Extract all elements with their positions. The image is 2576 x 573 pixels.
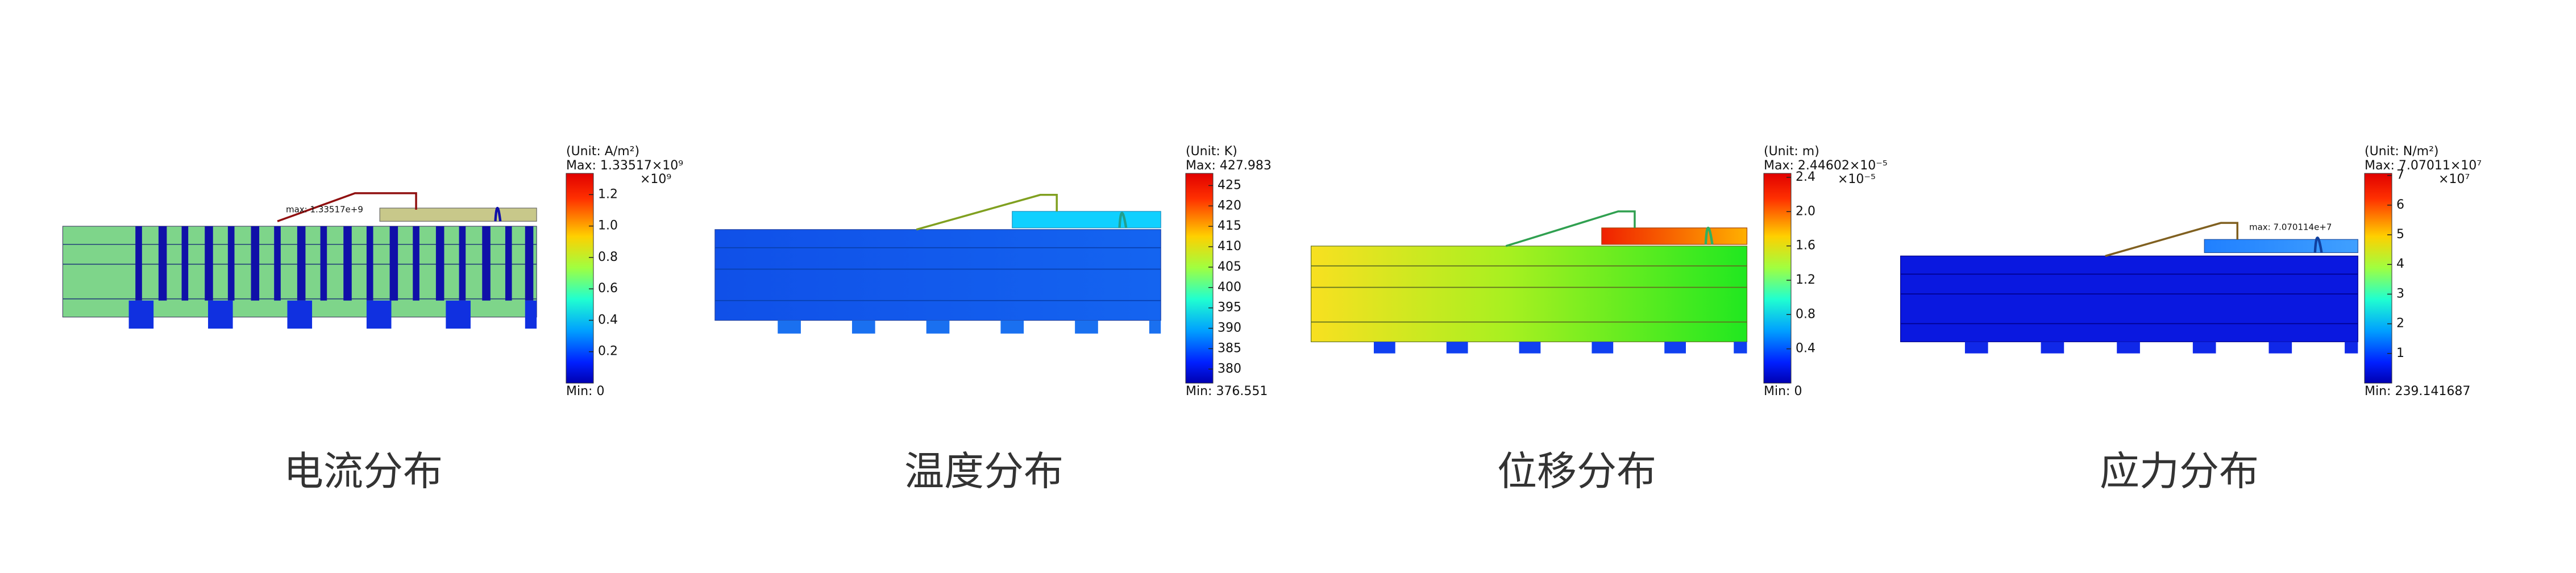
colorbar-tick-label: 0.6 <box>598 281 618 296</box>
colorbar-unit: (Unit: K) <box>1186 144 1237 159</box>
caption: 温度分布 <box>904 448 1063 495</box>
models <box>62 192 2358 354</box>
colorbar-tick-label: 1.2 <box>598 187 618 201</box>
max-annotation: max: 7.070114e+7 <box>2249 222 2332 232</box>
caption: 电流分布 <box>284 448 443 495</box>
colorbar-tick-label: 0.4 <box>1796 342 1815 356</box>
colorbar-tick-label: 390 <box>1218 321 1241 335</box>
caption: 应力分布 <box>2100 448 2259 495</box>
colorbar-max: Max: 2.44602×10⁻⁵ <box>1764 159 1888 173</box>
colorbar-max: Max: 427.983 <box>1186 159 1272 173</box>
colorbar-tick-label: 2.0 <box>1796 204 1815 218</box>
caption: 位移分布 <box>1497 448 1656 495</box>
colorbar-min: Min: 239.141687 <box>2365 384 2470 398</box>
colorbar-tick-label: 2.4 <box>1796 170 1815 184</box>
colorbar-multiplier: ×10⁷ <box>2438 172 2470 186</box>
max-annotation: max: 1.33517e+9 <box>286 205 363 215</box>
colorbar-unit: (Unit: m) <box>1764 144 1819 159</box>
colorbar-tick-label: 3 <box>2396 286 2404 301</box>
colorbar-tick-label: 5 <box>2396 227 2404 242</box>
colorbar-tick-label: 415 <box>1218 219 1241 233</box>
colorbar-multiplier: ×10⁻⁵ <box>1838 172 1876 186</box>
colorbar-max: Max: 7.07011×10⁷ <box>2365 159 2482 173</box>
colorbar-tick-label: 6 <box>2396 198 2404 212</box>
colorbar-min: Min: 0 <box>566 384 604 398</box>
colorbar-multiplier: ×10⁹ <box>640 172 671 186</box>
current-model <box>62 192 537 329</box>
colorbar-tick-label: 0.8 <box>1796 307 1815 321</box>
colorbar-tick-label: 425 <box>1218 178 1241 192</box>
colorbar-tick-label: 1.6 <box>1796 239 1815 253</box>
colorbar-tick-label: 395 <box>1218 301 1241 315</box>
colorbar-tick-label: 4 <box>2396 257 2404 271</box>
colorbar-tick-label: 420 <box>1218 198 1241 213</box>
colorbar-tick-label: 0.4 <box>598 313 618 327</box>
colorbar-tick-label: 1 <box>2396 346 2404 360</box>
colorbar-tick-label: 380 <box>1218 362 1241 376</box>
stress-model <box>1900 222 2358 354</box>
colorbar-tick-label: 405 <box>1218 260 1241 274</box>
colorbar-tick-label: 0.8 <box>598 250 618 264</box>
colorbar <box>1763 173 1792 384</box>
displacement-model <box>1310 210 1748 354</box>
colorbar-tick-label: 385 <box>1218 341 1241 355</box>
colorbar-tick-label: 2 <box>2396 317 2404 331</box>
colorbar-max: Max: 1.33517×10⁹ <box>566 159 683 173</box>
colorbar-min: Min: 376.551 <box>1186 384 1268 398</box>
colorbar-tick-label: 0.2 <box>598 344 618 359</box>
colorbar <box>566 173 594 384</box>
colorbar-unit: (Unit: A/m²) <box>566 144 639 159</box>
colorbar-tick-label: 400 <box>1218 280 1241 294</box>
colorbar-unit: (Unit: N/m²) <box>2365 144 2438 159</box>
colorbar <box>2364 173 2392 384</box>
temperature-model <box>714 194 1161 334</box>
colorbar-min: Min: 0 <box>1764 384 1802 398</box>
colorbar-tick-label: 410 <box>1218 239 1241 254</box>
colorbar-tick-label: 1.0 <box>598 219 618 233</box>
colorbar-tick-label: 7 <box>2396 168 2404 182</box>
colorbar-tick-label: 1.2 <box>1796 273 1815 287</box>
colorbar <box>1185 173 1214 384</box>
